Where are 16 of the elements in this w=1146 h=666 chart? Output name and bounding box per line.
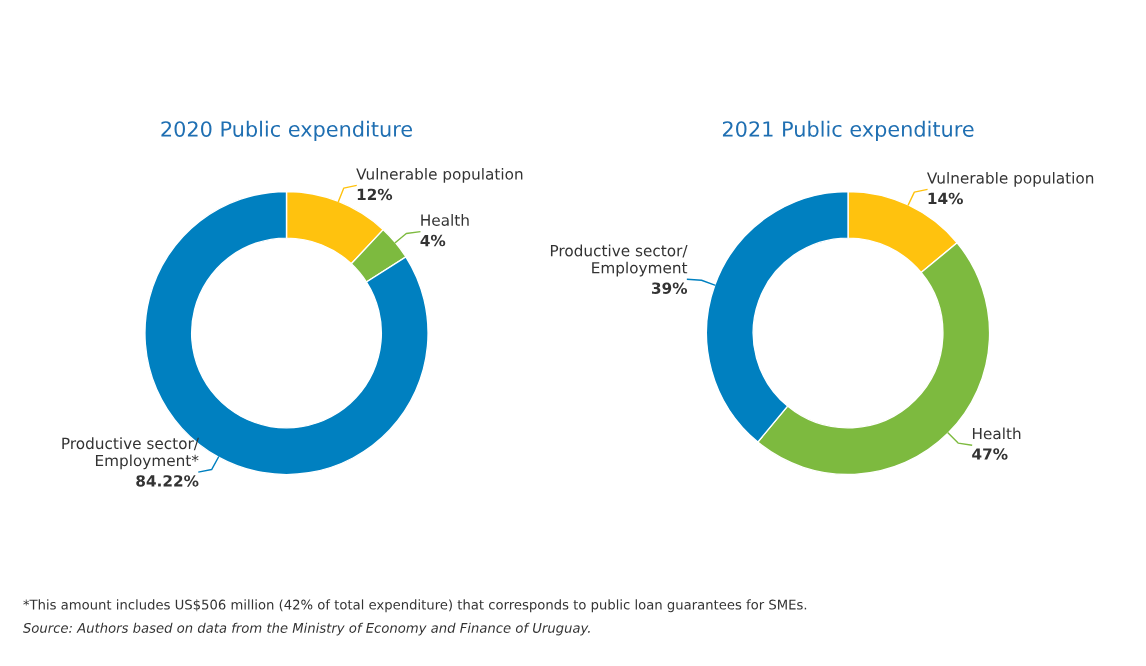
chart-title: 2020 Public expenditure — [161, 120, 413, 141]
slice-label: Health — [972, 427, 1021, 440]
data-label: 84.22% — [136, 475, 199, 487]
data-label: 39% — [651, 282, 688, 294]
data-label: 14% — [928, 192, 963, 205]
data-label: 4% — [420, 234, 446, 247]
slice-label: Vulnerable population — [926, 171, 1094, 187]
data-label: 12% — [357, 188, 393, 201]
source-note: Source: Authors based on data from the Ministry of Economy and Finance of Uruguay. — [23, 622, 590, 636]
text: *This amount includes US$506 million (42% of total expenditure) that corresponds to public loan guarantees for SMEs. — [23, 599, 807, 613]
slice-label: Vulnerable population — [356, 167, 523, 183]
chart-title: 2021 Public expenditure — [722, 120, 974, 141]
slice-label: Productive sector/ Employment — [550, 244, 688, 277]
slice-label: Productive sector/ Employment* — [62, 437, 199, 470]
data-label: 47% — [972, 448, 1008, 460]
slice-label: Health — [421, 214, 469, 226]
